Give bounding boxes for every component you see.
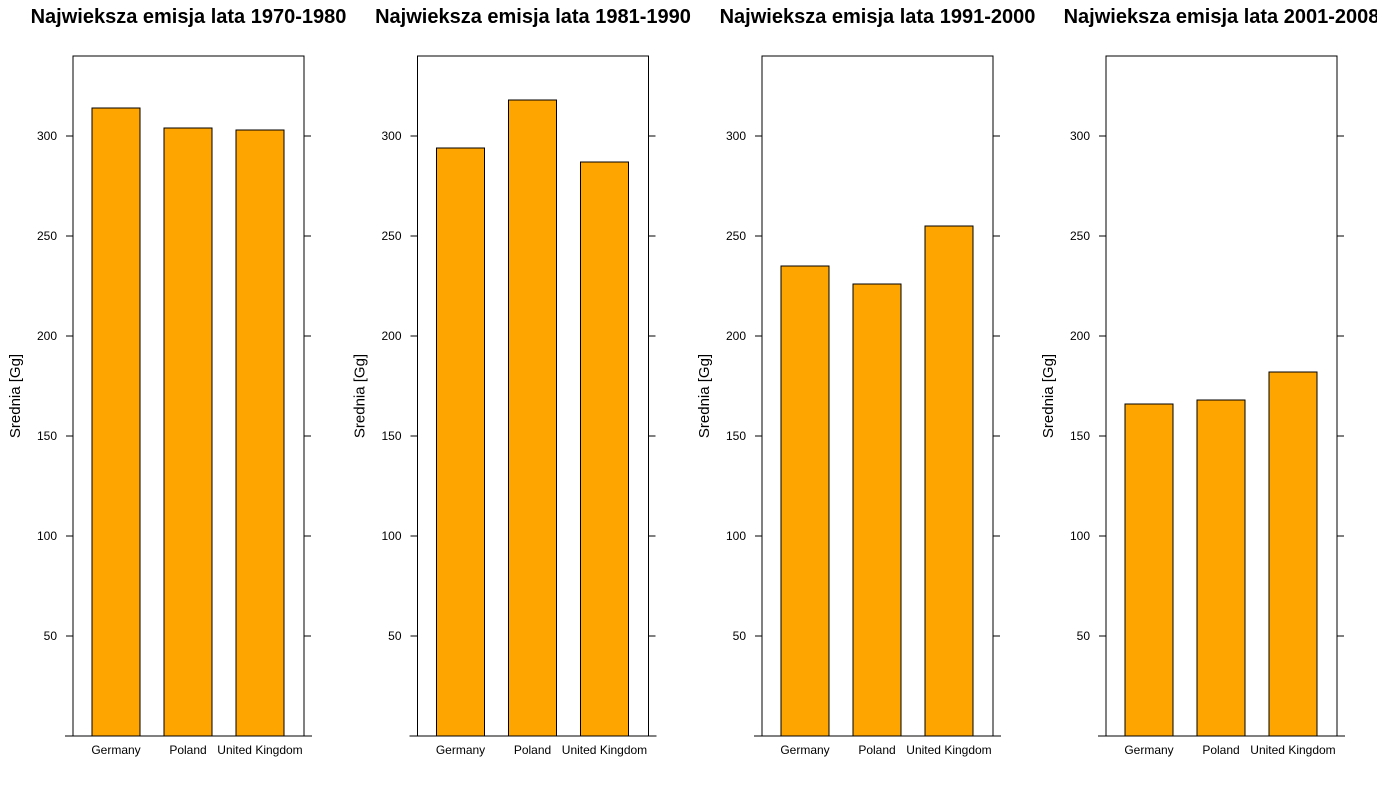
- y-tick-label: 50: [44, 629, 58, 643]
- y-tick-label: 150: [37, 429, 57, 443]
- y-axis-title: Srednia [Gg]: [352, 354, 369, 438]
- y-tick-label: 150: [1070, 429, 1090, 443]
- chart-panel-3: Najwieksza emisja lata 1991-2000 50 100 150…: [696, 6, 1035, 757]
- chart-panel-2: Najwieksza emisja lata 1981-1990 50 100 150…: [352, 6, 691, 757]
- y-tick-label: 200: [1070, 329, 1090, 343]
- x-category-label: United Kingdom: [1250, 743, 1335, 757]
- chart-panel-4: Najwieksza emisja lata 2001-2008 50 100 150…: [1040, 6, 1377, 757]
- y-axis-title: Srednia [Gg]: [696, 354, 713, 438]
- bar-poland: [163, 127, 213, 737]
- bar-poland: [852, 283, 902, 737]
- y-tick-label: 100: [726, 529, 746, 543]
- plot-frame: [417, 55, 649, 736]
- y-tick-label: 300: [37, 129, 57, 143]
- y-tick-label: 200: [37, 329, 57, 343]
- y-axis-title: Srednia [Gg]: [7, 354, 24, 438]
- chart-title: Najwieksza emisja lata 1981-1990: [375, 6, 691, 28]
- x-category-label: Poland: [169, 743, 206, 757]
- bar-germany: [1124, 403, 1174, 737]
- x-category-label: United Kingdom: [217, 743, 302, 757]
- plot-frame: [1105, 55, 1338, 736]
- y-tick-label: 250: [726, 229, 746, 243]
- x-category-label: United Kingdom: [906, 743, 991, 757]
- bar-united-kingdom: [924, 225, 974, 737]
- y-tick-label: 250: [381, 229, 401, 243]
- chart-title: Najwieksza emisja lata 1970-1980: [31, 6, 347, 28]
- bar-united-kingdom: [235, 129, 285, 737]
- bar-united-kingdom: [580, 161, 629, 737]
- chart-title: Najwieksza emisja lata 2001-2008: [1064, 6, 1377, 28]
- x-category-label: Poland: [1202, 743, 1239, 757]
- x-category-label: Germany: [91, 743, 140, 757]
- x-category-label: Germany: [1124, 743, 1173, 757]
- y-tick-label: 100: [37, 529, 57, 543]
- bar-poland: [508, 99, 557, 737]
- y-tick-label: 200: [381, 329, 401, 343]
- bar-germany: [780, 265, 830, 737]
- chart-title: Najwieksza emisja lata 1991-2000: [720, 6, 1036, 28]
- bar-germany: [91, 107, 141, 737]
- x-category-label: Poland: [858, 743, 895, 757]
- y-tick-label: 100: [1070, 529, 1090, 543]
- y-tick-label: 150: [381, 429, 401, 443]
- y-tick-label: 250: [1070, 229, 1090, 243]
- bar-poland: [1196, 399, 1246, 737]
- x-category-label: United Kingdom: [562, 743, 647, 757]
- x-category-label: Germany: [780, 743, 829, 757]
- bar-germany: [436, 147, 485, 737]
- y-axis-title: Srednia [Gg]: [1040, 354, 1057, 438]
- y-tick-label: 250: [37, 229, 57, 243]
- y-tick-label: 50: [733, 629, 747, 643]
- y-tick-label: 150: [726, 429, 746, 443]
- x-category-label: Germany: [436, 743, 485, 757]
- y-tick-label: 300: [726, 129, 746, 143]
- y-tick-label: 100: [381, 529, 401, 543]
- plot-frame: [72, 55, 305, 736]
- y-tick-label: 300: [1070, 129, 1090, 143]
- y-tick-label: 200: [726, 329, 746, 343]
- y-tick-label: 50: [388, 629, 402, 643]
- plot-frame: [761, 55, 994, 736]
- chart-panel-1: Najwieksza emisja lata 1970-1980 50 100 150…: [7, 6, 346, 757]
- y-tick-label: 50: [1077, 629, 1091, 643]
- y-tick-label: 300: [381, 129, 401, 143]
- bar-united-kingdom: [1268, 371, 1318, 737]
- x-category-label: Poland: [514, 743, 551, 757]
